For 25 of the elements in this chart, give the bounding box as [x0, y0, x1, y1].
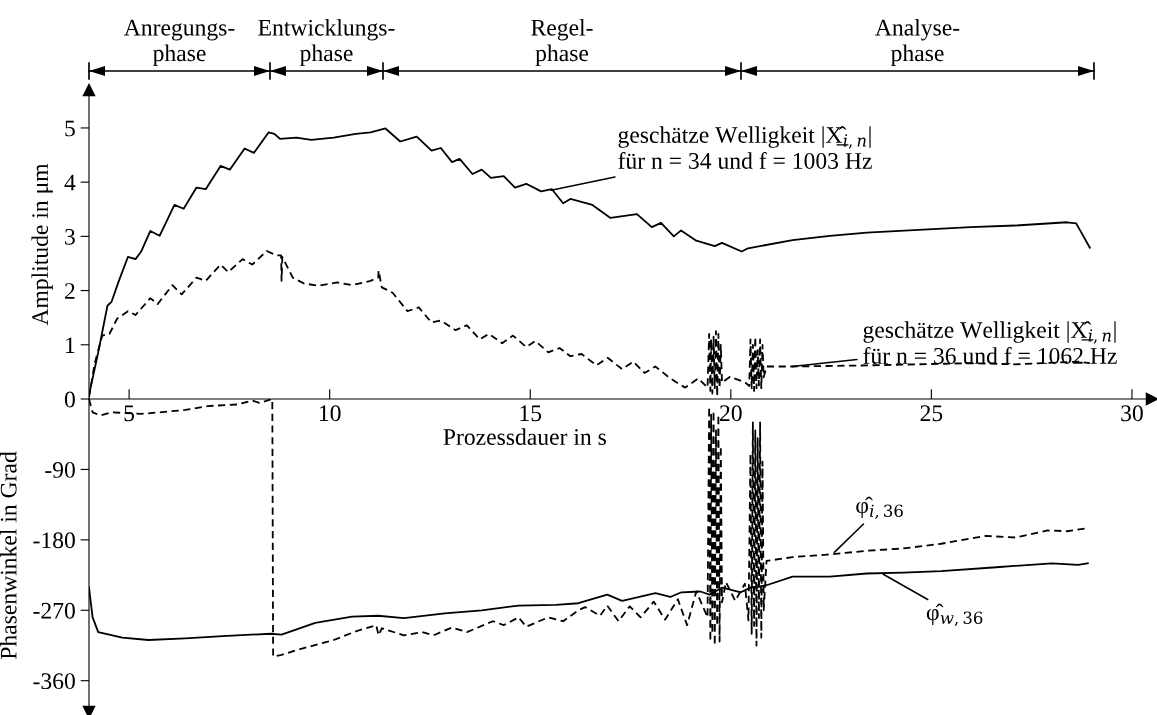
y-tick-label: -270 — [33, 602, 75, 619]
x-tick-label: 25 — [920, 405, 943, 422]
y-tick-label: 1 — [66, 337, 75, 353]
x-tick-label: 20 — [720, 405, 742, 422]
x-tick-label: 10 — [319, 405, 341, 422]
annotation: φ̂$_{w,36}$ — [926, 603, 983, 627]
y-tick-label: 4 — [64, 174, 76, 191]
y-tick-label: 5 — [65, 120, 75, 137]
text: Analyse- phase — [875, 19, 960, 66]
x-axis-title: Prozessdauer in s — [443, 428, 606, 445]
y-tick-label: 0 — [64, 391, 75, 408]
annotation: geschätze Welligkeit |X̲̂$_{i,n}$| für n = 34 und f = 1003 Hz — [618, 126, 872, 169]
y-axis-title: Amplitude in μm — [31, 163, 53, 326]
y-tick-label: 3 — [65, 228, 75, 245]
x-tick-label: 30 — [1121, 405, 1143, 422]
text: Regel- phase — [531, 19, 593, 66]
annotation: φ̂$_{i,36}$ — [856, 496, 903, 520]
text: Entwicklungs- phase — [258, 19, 395, 66]
text: Anregungs- phase — [124, 19, 235, 66]
y-tick-label: -360 — [33, 673, 75, 690]
y-axis-title: Phasenwinkel in Grad — [0, 451, 17, 660]
x-tick-label: 15 — [520, 405, 542, 422]
y-tick-label: -90 — [45, 461, 75, 478]
y-tick-label: -180 — [33, 532, 75, 549]
y-tick-label: 2 — [65, 283, 75, 299]
